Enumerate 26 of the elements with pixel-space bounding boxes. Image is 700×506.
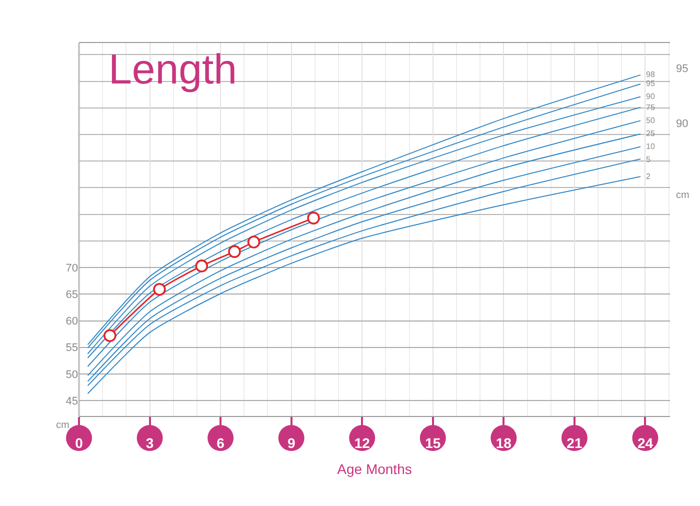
- x-tick-label: 12: [354, 434, 370, 451]
- x-tick-label: 3: [146, 434, 154, 451]
- y-tick-label: 65: [66, 289, 78, 301]
- y2-tick-label: 90: [676, 118, 688, 130]
- x-axis-title: Age Months: [337, 461, 412, 478]
- x-tick-label: 0: [75, 434, 84, 451]
- series-label: 2: [646, 172, 651, 181]
- series-label: 10: [646, 142, 656, 151]
- y2-tick-label: 95: [676, 63, 688, 75]
- y-tick-label: 70: [66, 262, 78, 274]
- series-label: 98: [646, 70, 656, 79]
- x-tick-label: 15: [425, 434, 441, 451]
- series-label: 90: [646, 92, 656, 101]
- y-tick-label: 50: [66, 368, 78, 381]
- y-tick-label: 60: [66, 316, 78, 328]
- x-tick-label: 18: [496, 434, 512, 451]
- y2-axis-title: cm: [676, 190, 690, 201]
- y-tick-label: 55: [66, 342, 78, 354]
- x-tick-label: 9: [287, 434, 296, 451]
- chart-title: Length: [108, 46, 238, 93]
- x-tick-label: 6: [216, 434, 225, 451]
- series-label: 50: [646, 116, 656, 125]
- y-axis-title: cm: [56, 420, 70, 431]
- x-tick-label: 24: [637, 434, 654, 451]
- y-tick-label: 45: [66, 395, 78, 408]
- x-tick-label: 21: [566, 434, 582, 451]
